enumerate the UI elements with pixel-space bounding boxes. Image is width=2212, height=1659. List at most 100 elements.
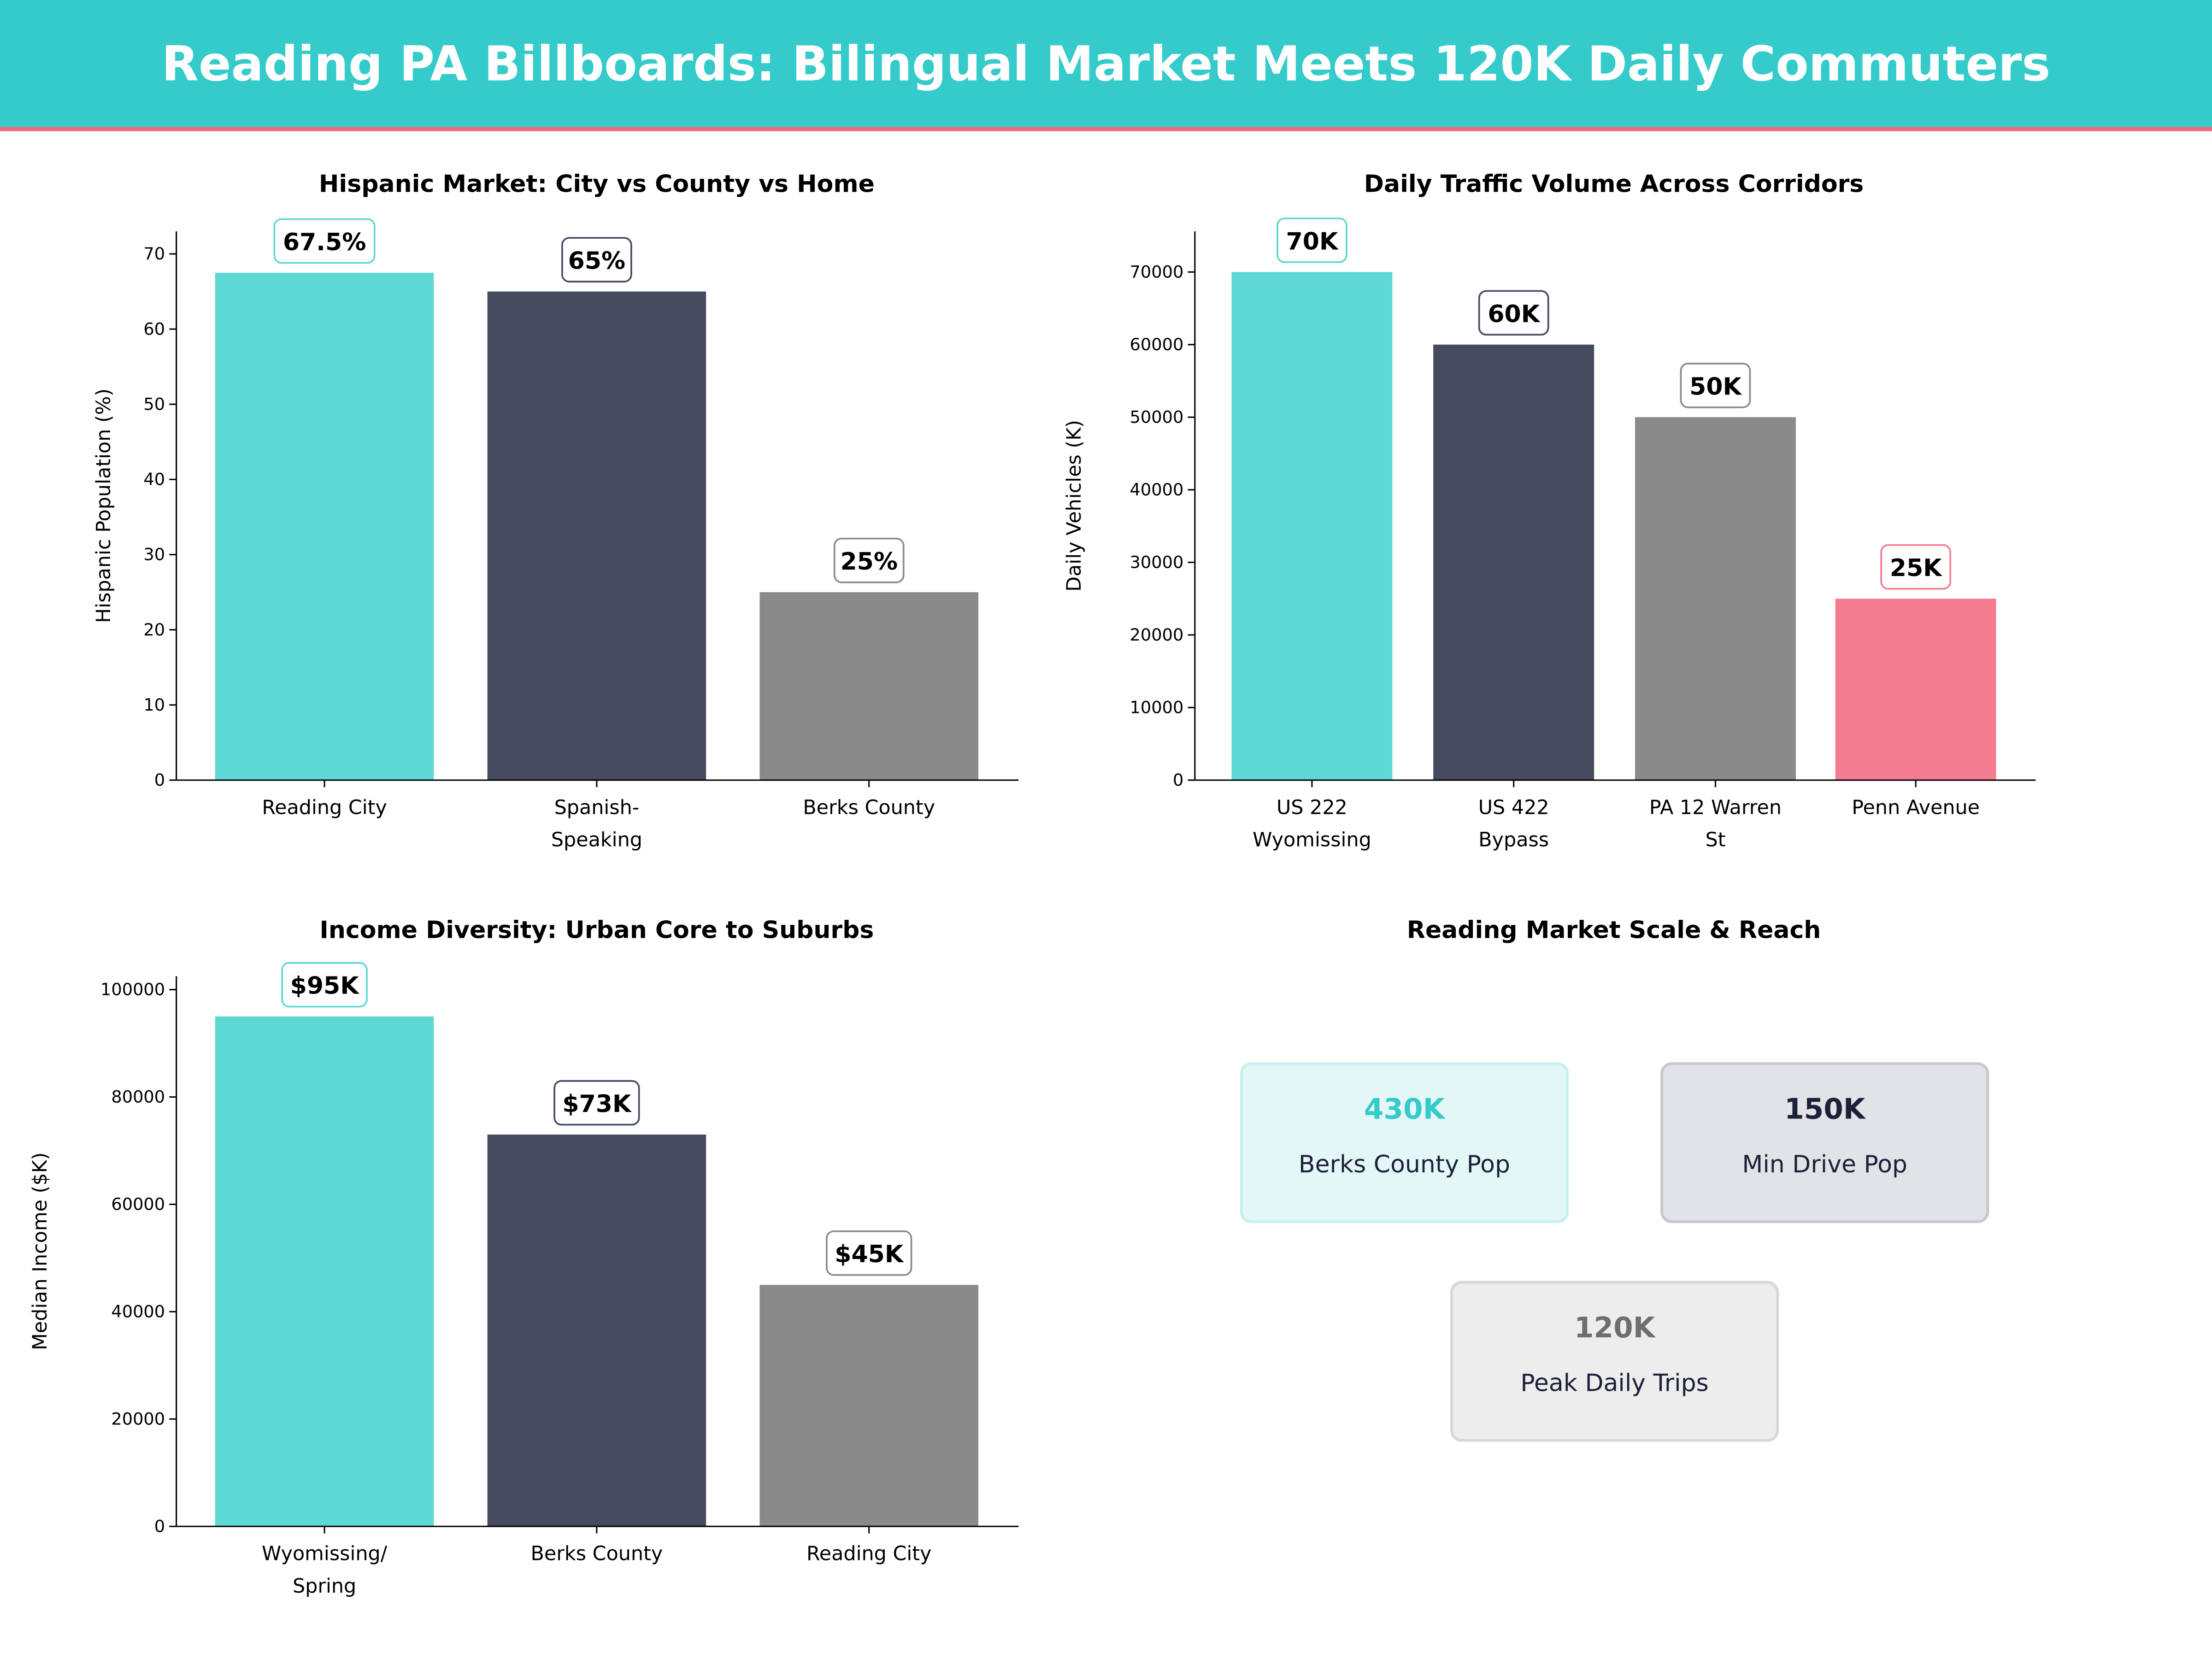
y-tick-label: 70000 — [1130, 262, 1184, 282]
chart-title: Income Diversity: Urban Core to Suburbs — [319, 917, 874, 944]
x-tick-label-line: Reading City — [262, 796, 387, 819]
x-tick-label: PA 12 Warren St — [1649, 796, 1782, 851]
stat-card-bg — [1450, 1281, 1779, 1442]
y-axis-label: Median Income ($K) — [29, 1153, 52, 1351]
data-label-box — [833, 537, 905, 583]
bar — [487, 1134, 706, 1527]
x-tick-label-line: Reading City — [806, 1542, 932, 1565]
y-tick-label: 10000 — [1130, 698, 1184, 718]
x-tick-label-line: Bypass — [1478, 829, 1549, 852]
data-label-box — [1680, 363, 1751, 408]
data-label: 60K — [1488, 300, 1540, 328]
y-tick-label: 0 — [1173, 770, 1183, 790]
bar — [1635, 417, 1796, 780]
bar — [1433, 344, 1594, 780]
y-tick-label: 70 — [143, 244, 165, 264]
x-tick-label: Spanish- Speaking — [551, 796, 642, 851]
page-title: Reading PA Billboards: Bilingual Market … — [162, 35, 2050, 92]
x-tick-label: US 222 Wyomissing — [1253, 796, 1371, 851]
x-tick-label-line: PA 12 Warren — [1649, 796, 1782, 819]
x-tick-label: Reading City — [262, 796, 387, 819]
x-tick-label-line: US 222 — [1277, 796, 1347, 819]
x-tick-label: US 422 Bypass — [1478, 796, 1549, 851]
y-tick-label: 60000 — [111, 1194, 165, 1214]
stat-card: 150K Min Drive Pop — [1660, 1062, 1989, 1224]
x-tick-label: Penn Avenue — [1852, 796, 1980, 819]
data-label-box — [273, 218, 376, 264]
stat-label: Berks County Pop — [1299, 1151, 1510, 1178]
x-tick-label-line: Wyomissing/ — [262, 1542, 388, 1565]
bar — [487, 291, 706, 780]
data-label: 25% — [840, 548, 898, 576]
y-axis-label: Hispanic Population (%) — [92, 388, 115, 623]
x-tick-label-line: Berks County — [803, 796, 935, 819]
chart-3: Income Diversity: Urban Core to Suburbs M… — [29, 917, 1019, 1598]
bar — [215, 1016, 434, 1527]
y-tick-label: 40 — [143, 470, 165, 489]
data-label-box — [1277, 218, 1347, 263]
bar — [759, 1285, 978, 1527]
stat-card: 430K Berks County Pop — [1240, 1062, 1569, 1224]
y-tick-label: 0 — [154, 770, 165, 790]
y-tick-label: 40000 — [1130, 480, 1184, 500]
y-tick-label: 60000 — [1130, 335, 1184, 354]
data-label: 50K — [1689, 373, 1742, 400]
stat-label: Min Drive Pop — [1742, 1151, 1907, 1178]
x-tick-label-line: Spanish- — [554, 796, 640, 819]
scale-panel-title: Reading Market Scale & Reach — [1407, 917, 1821, 944]
chart-title: Daily Traffic Volume Across Corridors — [1364, 170, 1864, 198]
header-banner — [0, 0, 2212, 127]
x-tick-label-line: Speaking — [551, 829, 642, 852]
stat-value: 430K — [1364, 1093, 1446, 1126]
stat-value: 150K — [1784, 1093, 1866, 1126]
chart-1: Hispanic Market: City vs County vs Home H… — [92, 170, 1019, 852]
x-tick-label-line: Penn Avenue — [1852, 796, 1980, 819]
x-tick-label: Berks County — [531, 1542, 663, 1565]
x-tick-label: Reading City — [806, 1542, 932, 1565]
y-tick-label: 10 — [143, 695, 165, 715]
stat-label: Peak Daily Trips — [1520, 1369, 1708, 1397]
data-label: 70K — [1286, 228, 1339, 255]
y-tick-label: 20000 — [111, 1409, 165, 1429]
chart-2: Daily Traffic Volume Across Corridors Dai… — [1063, 170, 2036, 852]
data-label-box — [553, 1080, 640, 1126]
data-label-box — [561, 237, 632, 282]
y-tick-label: 50 — [143, 394, 165, 414]
y-tick-label: 20 — [143, 620, 165, 640]
stat-value: 120K — [1574, 1312, 1656, 1344]
y-tick-label: 60 — [143, 319, 165, 339]
x-tick-label-line: Spring — [293, 1575, 356, 1598]
y-axis-label: Daily Vehicles (K) — [1063, 420, 1086, 592]
x-tick-label: Wyomissing/Spring — [262, 1542, 388, 1598]
chart-title: Hispanic Market: City vs County vs Home — [319, 170, 875, 198]
y-tick-label: 20000 — [1130, 625, 1184, 645]
data-label: 67.5% — [283, 229, 366, 256]
bar — [1835, 599, 1996, 780]
bar — [1231, 272, 1393, 780]
data-label: $73K — [562, 1090, 632, 1118]
x-tick-label-line: Berks County — [531, 1542, 663, 1565]
y-tick-label: 30000 — [1130, 553, 1184, 572]
x-tick-label: Berks County — [803, 796, 935, 819]
x-tick-label-line: St — [1705, 829, 1725, 852]
stat-card-bg — [1240, 1062, 1569, 1224]
x-tick-label-line: Wyomissing — [1253, 829, 1371, 852]
data-label-box — [826, 1230, 912, 1276]
header-accent-line — [0, 127, 2212, 131]
bar — [215, 272, 434, 780]
data-label-box — [281, 962, 368, 1008]
y-tick-label: 100000 — [100, 980, 165, 1000]
data-label-box — [1478, 290, 1549, 336]
y-tick-label: 50000 — [1130, 407, 1184, 427]
data-label: $45K — [835, 1241, 904, 1268]
data-label: 65% — [568, 247, 626, 275]
y-tick-label: 0 — [154, 1516, 165, 1536]
data-label-box — [1880, 544, 1951, 590]
x-tick-label-line: US 422 — [1478, 796, 1549, 819]
y-tick-label: 30 — [143, 545, 165, 565]
stat-card-bg — [1660, 1062, 1989, 1224]
data-label: 25K — [1890, 554, 1942, 582]
y-tick-label: 80000 — [111, 1087, 165, 1107]
stat-card: 120K Peak Daily Trips — [1450, 1281, 1779, 1442]
